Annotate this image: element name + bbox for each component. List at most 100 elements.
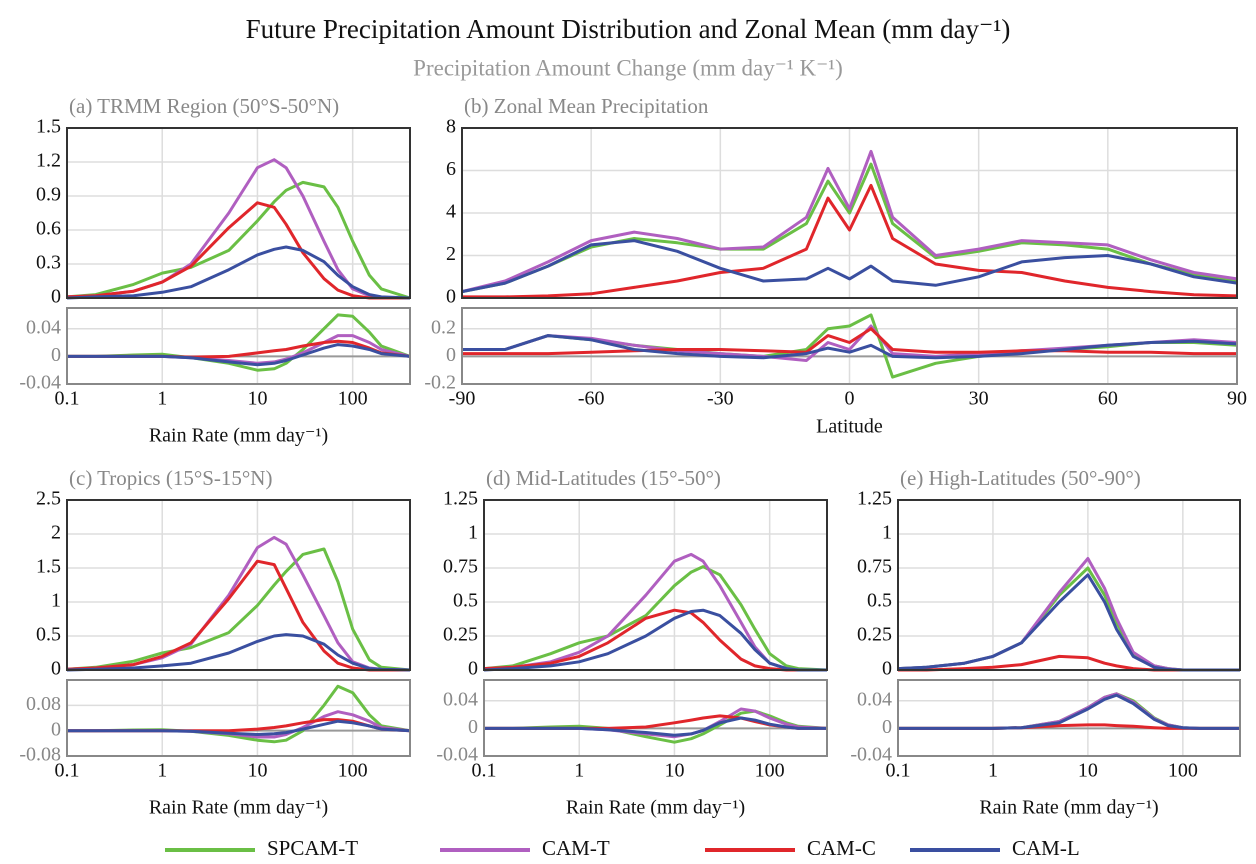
series-line (67, 343, 411, 367)
x-tick-label: 0.1 (886, 760, 911, 782)
y-tick-label: 0 (446, 344, 456, 366)
series-line (483, 565, 828, 672)
plot-frame (483, 679, 828, 757)
panel-title: (b) Zonal Mean Precipitation (464, 94, 709, 118)
y-tick-label: 1.25 (443, 488, 478, 510)
plot-frame (66, 307, 411, 385)
series-line (897, 566, 1240, 672)
series-line (66, 245, 411, 300)
x-tick-label: 10 (247, 760, 267, 782)
y-tick-label: 8 (446, 116, 456, 138)
y-tick-label: 0 (51, 658, 61, 680)
y-tick-label: -0.04 (436, 744, 478, 766)
x-tick-label: 1 (157, 388, 167, 410)
x-tick-label: 100 (1168, 760, 1198, 782)
series-line (898, 693, 1240, 730)
y-tick-label: 0.04 (443, 688, 478, 710)
y-tick-label: 0 (468, 716, 478, 738)
plot-frame (66, 499, 411, 671)
x-axis-label: Rain Rate (mm day⁻¹) (149, 425, 328, 447)
x-tick-label: 60 (1098, 388, 1118, 410)
y-tick-label: 0 (882, 658, 892, 680)
x-tick-label: 10 (1078, 760, 1098, 782)
y-tick-label: 0.04 (857, 688, 892, 710)
figure-title: Future Precipitation Amount Distribution… (246, 14, 1011, 44)
series-line (898, 692, 1240, 730)
y-tick-label: 1 (51, 590, 61, 612)
plot-frame (897, 499, 1241, 671)
plot-frame (461, 307, 1238, 385)
x-tick-label: 1 (574, 760, 584, 782)
y-tick-label: 1.5 (36, 556, 61, 578)
series-line (898, 692, 1240, 730)
series-line (461, 149, 1238, 294)
plot-frame (897, 679, 1241, 757)
x-tick-label: -60 (578, 388, 605, 410)
y-tick-label: 0.25 (857, 624, 892, 646)
y-tick-label: -0.2 (424, 372, 456, 394)
x-tick-label: 100 (755, 760, 785, 782)
y-tick-label: 0.04 (26, 316, 61, 338)
legend-label: CAM-T (542, 836, 610, 860)
x-tick-label: 30 (969, 388, 989, 410)
y-tick-label: 0.25 (443, 624, 478, 646)
series-line (66, 180, 411, 300)
y-tick-label: 6 (446, 158, 456, 180)
y-tick-label: 2 (446, 243, 456, 265)
series-line (484, 716, 827, 737)
plot-frame (66, 127, 411, 299)
series-line (462, 183, 1238, 299)
y-tick-label: 0 (882, 716, 892, 738)
y-tick-label: 0.3 (36, 252, 61, 274)
x-tick-label: 90 (1227, 388, 1247, 410)
y-tick-label: 1.25 (857, 488, 892, 510)
x-tick-label: 0 (845, 388, 855, 410)
y-tick-label: 0.08 (26, 693, 61, 715)
series-line (483, 552, 827, 672)
y-tick-label: 0.75 (443, 556, 478, 578)
y-tick-label: -0.04 (850, 744, 892, 766)
y-tick-label: 0.6 (36, 218, 61, 240)
series-line (461, 239, 1238, 294)
series-line (67, 313, 411, 372)
y-tick-label: 0.5 (36, 624, 61, 646)
y-tick-label: 4 (446, 201, 456, 223)
x-tick-label: -90 (449, 388, 476, 410)
series-line (67, 334, 411, 365)
x-tick-label: 0.1 (472, 760, 497, 782)
y-tick-label: 0 (51, 286, 61, 308)
panel-title: (d) Mid-Latitudes (15°-50°) (486, 466, 721, 490)
legend-label: CAM-L (1012, 836, 1080, 860)
figure-subtitle: Precipitation Amount Change (mm day⁻¹ K⁻… (413, 55, 843, 80)
x-tick-label: 0.1 (55, 388, 80, 410)
series-line (462, 327, 1237, 356)
y-tick-label: -0.04 (19, 372, 61, 394)
y-tick-label: 0.75 (857, 556, 892, 578)
x-tick-label: 10 (664, 760, 684, 782)
y-tick-label: 0 (468, 658, 478, 680)
series-line (66, 633, 411, 672)
y-tick-label: 0.5 (867, 590, 892, 612)
x-tick-label: 100 (338, 760, 368, 782)
y-tick-label: 1.5 (36, 116, 61, 138)
series-line (898, 654, 1240, 672)
series-line (66, 547, 411, 672)
series-line (483, 608, 827, 672)
series-line (67, 719, 411, 736)
series-line (66, 158, 410, 300)
y-tick-label: 0.2 (431, 316, 456, 338)
x-axis-label: Rain Rate (mm day⁻¹) (566, 797, 745, 819)
y-tick-label: 2.5 (36, 488, 61, 510)
x-tick-label: 0.1 (55, 760, 80, 782)
legend-label: SPCAM-T (267, 836, 358, 860)
y-tick-label: 1 (882, 522, 892, 544)
panel-title: (a) TRMM Region (50°S-50°N) (69, 94, 339, 118)
y-tick-label: 0 (446, 286, 456, 308)
y-tick-label: 0 (51, 718, 61, 740)
x-axis-label: Rain Rate (mm day⁻¹) (149, 797, 328, 819)
series-line (484, 709, 828, 744)
y-tick-label: 1 (468, 522, 478, 544)
x-tick-label: -30 (707, 388, 734, 410)
y-tick-label: 1.2 (36, 150, 61, 172)
